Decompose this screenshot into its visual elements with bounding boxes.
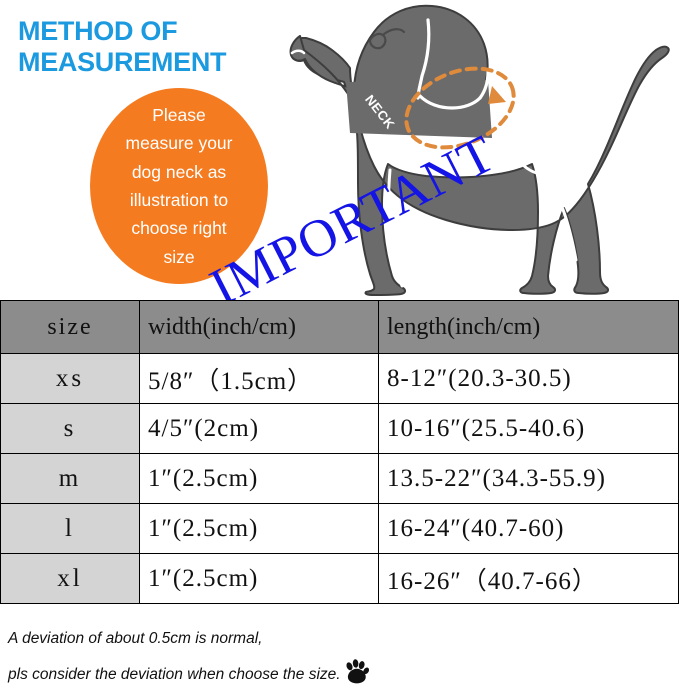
footer-note: A deviation of about 0.5cm is normal, pl… — [8, 630, 668, 684]
footer-line-2-container: pls consider the deviation when choose t… — [8, 659, 668, 684]
cell-length: 8-12″(20.3-30.5) — [378, 353, 679, 404]
column-header-length: length(inch/cm) — [378, 300, 679, 354]
cell-width: 1″(2.5cm) — [139, 553, 379, 604]
footer-line-1: A deviation of about 0.5cm is normal, — [8, 630, 263, 647]
illustration-panel: METHOD OF MEASUREMENT NECK — [0, 0, 679, 300]
dog-illustration — [289, 4, 670, 296]
measurement-callout: Please measure your dog neck as illustra… — [90, 88, 268, 284]
cell-size: xs — [0, 353, 140, 404]
table-row: m 1″(2.5cm) 13.5-22″(34.3-55.9) — [0, 453, 679, 504]
cell-length: 16-24″(40.7-60) — [378, 503, 679, 554]
cell-width: 1″(2.5cm) — [139, 503, 379, 554]
cell-size: l — [0, 503, 140, 554]
cell-length: 16-26″（40.7-66） — [378, 553, 679, 604]
footer-line-2: pls consider the deviation when choose t… — [8, 666, 341, 683]
table-row: l 1″(2.5cm) 16-24″(40.7-60) — [0, 503, 679, 554]
table-row: s 4/5″(2cm) 10-16″(25.5-40.6) — [0, 403, 679, 454]
table-row: xs 5/8″（1.5cm） 8-12″(20.3-30.5) — [0, 353, 679, 404]
table-row: xl 1″(2.5cm) 16-26″（40.7-66） — [0, 553, 679, 604]
cell-width: 4/5″(2cm) — [139, 403, 379, 454]
cell-size: xl — [0, 553, 140, 604]
cell-size: m — [0, 453, 140, 504]
callout-text: Please measure your dog neck as illustra… — [125, 104, 233, 267]
neck-measure-ellipse — [404, 66, 516, 150]
cell-width: 1″(2.5cm) — [139, 453, 379, 504]
table-header-row: size width(inch/cm) length(inch/cm) — [0, 300, 679, 354]
size-chart-table: size width(inch/cm) length(inch/cm) xs 5… — [0, 300, 679, 604]
cell-size: s — [0, 403, 140, 454]
cell-width: 5/8″（1.5cm） — [139, 353, 379, 404]
cell-length: 13.5-22″(34.3-55.9) — [378, 453, 679, 504]
column-header-size: size — [0, 300, 140, 354]
cell-length: 10-16″(25.5-40.6) — [378, 403, 679, 454]
page-title: METHOD OF MEASUREMENT — [18, 16, 227, 78]
column-header-width: width(inch/cm) — [139, 300, 379, 354]
paw-print-icon — [346, 659, 369, 684]
